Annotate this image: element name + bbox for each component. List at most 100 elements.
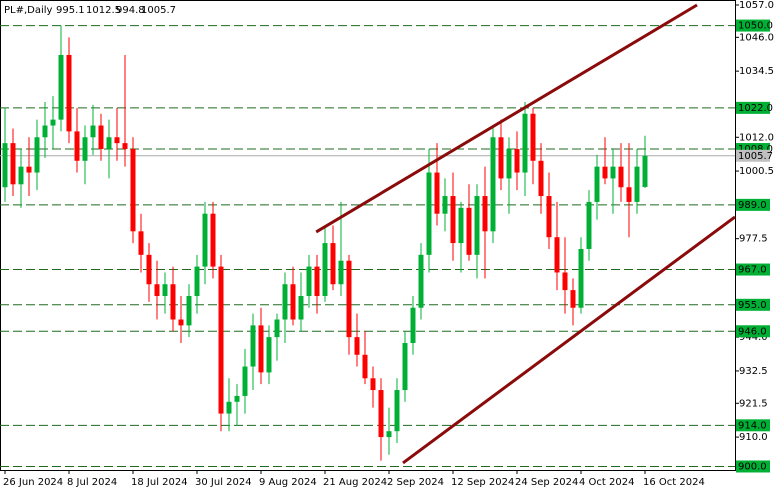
x-tick-label: 8 Jul 2024 xyxy=(67,477,117,488)
candle-body xyxy=(562,272,568,291)
candle-body xyxy=(474,196,480,255)
candle-body xyxy=(554,237,560,273)
level-label: 955.0 xyxy=(738,300,767,311)
y-tick-label: 1012.0 xyxy=(739,132,774,143)
x-tick-label: 16 Oct 2024 xyxy=(643,477,705,488)
candle-body xyxy=(18,166,24,185)
symbol: PL#,Daily xyxy=(4,5,53,16)
trendline xyxy=(402,215,736,465)
candle-body xyxy=(250,325,256,367)
candle-body xyxy=(338,260,344,285)
candle-body xyxy=(98,125,104,150)
y-tick-label: 1057.0 xyxy=(739,0,774,11)
y-tick-label: 977.5 xyxy=(739,234,768,245)
level-label: 1008.0 xyxy=(738,144,773,155)
price-label-box xyxy=(736,149,770,162)
level-label: 914.0 xyxy=(738,420,767,431)
ohlc-high: 1012.5 xyxy=(86,5,121,16)
x-tick-label: 2 Sep 2024 xyxy=(387,477,444,488)
candle-body xyxy=(426,172,432,255)
candle-body xyxy=(242,366,248,396)
x-tick-label: 30 Jul 2024 xyxy=(195,477,252,488)
candle-body xyxy=(66,54,72,132)
candle-body xyxy=(194,266,200,296)
candle-body xyxy=(506,149,512,179)
candle-body xyxy=(626,187,632,202)
candle-body xyxy=(234,395,240,402)
candle-body xyxy=(330,243,336,285)
candle-body xyxy=(346,260,352,338)
level-label-box xyxy=(736,19,770,32)
candle-body xyxy=(570,290,576,308)
candle-body xyxy=(642,155,648,187)
ohlc-open: 995.1 xyxy=(56,5,85,16)
candle-body xyxy=(90,125,96,138)
candle-body xyxy=(42,125,48,138)
level-label: 1022.0 xyxy=(738,103,773,114)
candle-body xyxy=(522,113,528,173)
candle-body xyxy=(50,119,56,126)
candle-body xyxy=(538,160,544,197)
candle-body xyxy=(2,143,8,188)
candle-body xyxy=(482,196,488,232)
candle-body xyxy=(170,284,176,320)
level-label-box xyxy=(736,460,770,473)
candle-body xyxy=(202,213,208,267)
candle-body xyxy=(410,307,416,344)
candle-body xyxy=(298,295,304,320)
candle-body xyxy=(498,137,504,179)
candle-body xyxy=(418,254,424,308)
level-label-box xyxy=(736,419,770,432)
candle-body xyxy=(282,284,288,320)
level-label: 989.0 xyxy=(738,200,767,211)
level-label-box xyxy=(736,325,770,338)
candle-body xyxy=(362,354,368,379)
candle-body xyxy=(306,266,312,296)
x-tick-label: 21 Aug 2024 xyxy=(323,477,387,488)
candle-body xyxy=(186,295,192,326)
level-label-box xyxy=(736,101,770,114)
x-tick-label: 9 Aug 2024 xyxy=(259,477,317,488)
candle-body xyxy=(466,207,472,255)
candle-body xyxy=(434,172,440,214)
candle-body xyxy=(450,196,456,244)
candle-body xyxy=(226,401,232,414)
price-label: 1005.7 xyxy=(738,151,773,162)
candle-body xyxy=(530,113,536,161)
candle-body xyxy=(154,284,160,296)
x-tick-label: 18 Jul 2024 xyxy=(131,477,188,488)
level-label: 900.0 xyxy=(738,461,767,472)
plot-frame xyxy=(0,0,736,471)
ohlc-low: 994.8 xyxy=(116,5,145,16)
candle-body xyxy=(122,143,128,150)
candle-body xyxy=(138,231,144,255)
level-label-box xyxy=(736,263,770,276)
y-tick-label: 1000.5 xyxy=(739,166,774,177)
candle-body xyxy=(610,166,616,179)
candle-body xyxy=(386,431,392,438)
candle-body xyxy=(546,196,552,238)
candle-body xyxy=(290,284,296,320)
candle-body xyxy=(458,207,464,244)
y-tick-label: 1046.0 xyxy=(739,32,774,43)
candle-body xyxy=(442,196,448,214)
candle-body xyxy=(10,143,16,185)
level-label-box xyxy=(736,198,770,211)
y-tick-label: 932.5 xyxy=(739,366,768,377)
candle-body xyxy=(34,137,40,173)
level-label: 967.0 xyxy=(738,265,767,276)
candle-body xyxy=(210,213,216,267)
candle-body xyxy=(586,201,592,249)
y-tick-label: 1034.5 xyxy=(739,66,774,77)
x-tick-label: 12 Sep 2024 xyxy=(451,477,514,488)
candle-body xyxy=(354,337,360,355)
candle-body xyxy=(266,337,272,373)
x-tick-label: 24 Sep 2024 xyxy=(515,477,578,488)
candle-body xyxy=(634,166,640,202)
candle-body xyxy=(82,137,88,161)
level-label: 946.0 xyxy=(738,326,767,337)
x-tick-label: 4 Oct 2024 xyxy=(579,477,634,488)
candle-body xyxy=(394,390,400,432)
x-tick-label: 26 Jun 2024 xyxy=(3,477,63,488)
candle-body xyxy=(146,254,152,285)
